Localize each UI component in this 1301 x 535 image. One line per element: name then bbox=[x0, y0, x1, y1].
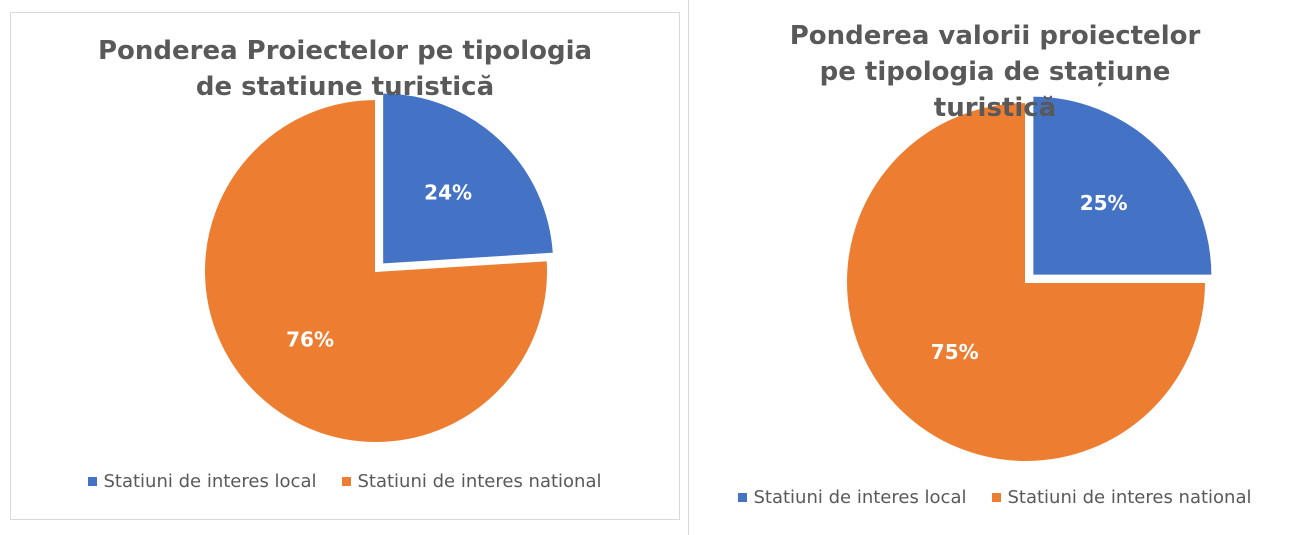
legend-swatch bbox=[992, 493, 1002, 502]
legend: Statiuni de interes local Statiuni de int… bbox=[689, 487, 1301, 508]
legend-swatch bbox=[738, 493, 748, 502]
chart-panel: 24% 76% Ponderea Proiectelor pe tipologia… bbox=[10, 12, 680, 520]
legend-item: Statiuni de interes local bbox=[738, 487, 966, 508]
pie-chart: 25% 75% bbox=[845, 94, 1214, 463]
pie-slice bbox=[381, 91, 555, 266]
legend: Statiuni de interes local Statiuni de int… bbox=[11, 471, 679, 492]
chart-title: Ponderea valorii proiectelor pe tipologi… bbox=[789, 21, 1201, 123]
pie-slice bbox=[845, 100, 1208, 463]
legend-item: Statiuni de interes national bbox=[342, 471, 602, 492]
chart-title: Ponderea Proiectelor pe tipologia de sta… bbox=[97, 36, 593, 102]
data-label: 24% bbox=[424, 181, 472, 205]
legend-swatch bbox=[342, 477, 352, 486]
legend-swatch bbox=[88, 477, 98, 486]
pie-chart: 24% 76% bbox=[203, 91, 555, 444]
legend-label: Statiuni de interes local bbox=[103, 471, 317, 492]
data-label: 25% bbox=[1080, 191, 1128, 215]
legend-label: Statiuni de interes national bbox=[1007, 487, 1252, 508]
legend-item: Statiuni de interes local bbox=[88, 471, 316, 492]
data-label: 76% bbox=[286, 328, 334, 352]
legend-item: Statiuni de interes national bbox=[992, 487, 1252, 508]
pie-slice bbox=[1031, 94, 1214, 277]
data-label: 75% bbox=[931, 340, 979, 364]
legend-label: Statiuni de interes local bbox=[753, 487, 967, 508]
pie-slice bbox=[203, 97, 549, 444]
legend-label: Statiuni de interes national bbox=[357, 471, 602, 492]
chart-panel: 25% 75% Ponderea valorii proiectelor pe t… bbox=[688, 0, 1301, 535]
